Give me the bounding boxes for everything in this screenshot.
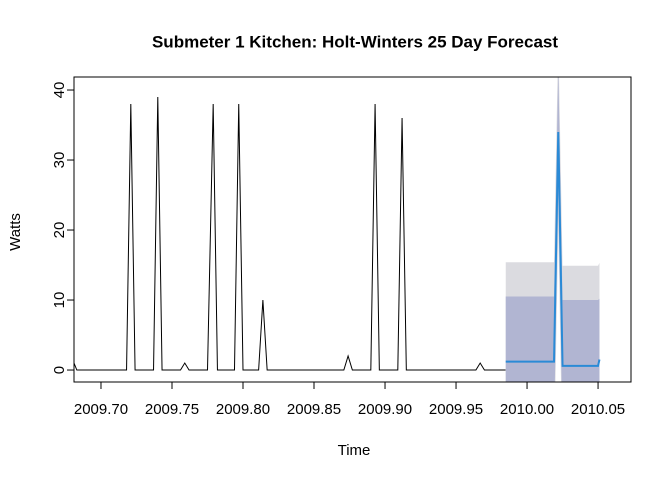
series-line (505, 132, 601, 367)
x-tick-label: 2009.70 (74, 401, 128, 418)
y-tick-label: 40 (51, 82, 68, 99)
x-tick-label: 2009.95 (429, 401, 483, 418)
plot-area (74, 77, 601, 382)
x-axis-label: Time (338, 442, 371, 459)
x-tick-label: 2009.90 (358, 401, 412, 418)
series-line (74, 97, 506, 371)
y-tick-label: 0 (51, 366, 68, 374)
y-tick-label: 20 (51, 222, 68, 239)
x-tick-label: 2010.00 (500, 401, 554, 418)
y-tick-label: 10 (51, 292, 68, 309)
y-axis-label: Watts (7, 213, 24, 251)
x-tick-label: 2009.75 (145, 401, 199, 418)
chart-title: Submeter 1 Kitchen: Holt-Winters 25 Day … (152, 32, 558, 51)
interval-80 (505, 77, 600, 382)
x-tick-label: 2009.80 (216, 401, 270, 418)
x-tick-label: 2009.85 (287, 401, 341, 418)
plot-frame (73, 76, 632, 383)
x-tick-label: 2010.05 (571, 401, 625, 418)
y-tick-label: 30 (51, 152, 68, 169)
